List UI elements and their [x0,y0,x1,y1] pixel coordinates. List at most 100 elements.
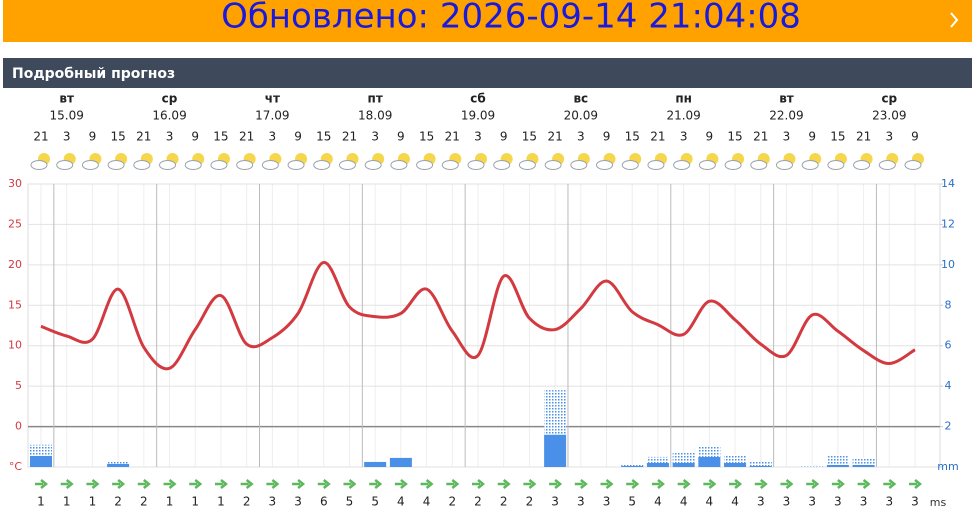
weather-cloud [570,160,588,170]
section-title: Подробный прогноз [12,66,175,82]
weather-cloud [133,160,151,170]
wind-speed: 3 [269,495,277,509]
wind-arrow [780,479,794,489]
day-date: 18.09 [358,109,392,123]
wind-speed: 3 [603,495,611,509]
wind-arrow [497,479,511,489]
wind-arrow [831,479,845,489]
weather-cloud [416,160,434,170]
wind-speed: 5 [628,495,636,509]
precip-bar [826,464,849,467]
precip-possible-bar [646,456,669,463]
section-header [3,58,972,88]
day-weekday: вт [59,92,74,106]
wind-speed: 4 [423,495,431,509]
wind-arrow [189,479,203,489]
wind-speed: 1 [217,495,225,509]
wind-arrow [420,479,434,489]
weather-cloud [56,160,74,170]
hour-label: 15 [213,130,228,144]
precip-bar [698,456,721,467]
temperature-line [40,260,916,371]
wind-arrow [600,479,614,489]
wind-arrow [35,479,49,489]
banner-chevron[interactable] [950,12,959,28]
weather-cloud [338,160,356,170]
day-weekday: ср [162,92,178,106]
day-date: 22.09 [769,109,803,123]
weather-cloud [441,160,459,170]
hour-label: 3 [371,130,379,144]
hour-label: 15 [316,130,331,144]
hour-label: 21 [650,130,665,144]
wind-arrow [523,479,537,489]
y2-tick-label: 10 [941,258,955,271]
wind-arrow [214,479,228,489]
y-tick-label: 10 [8,339,22,352]
precip-bar [30,455,52,467]
weather-cloud [544,160,562,170]
wind-speed: 2 [500,495,508,509]
wind-speed: 2 [243,495,251,509]
y-tick-label: °C [9,460,23,473]
hour-label: 9 [500,130,508,144]
weather-cloud [107,160,125,170]
precip-bar [672,462,695,467]
weather-cloud [467,160,485,170]
hour-label: 15 [110,130,125,144]
wind-arrow [266,479,280,489]
wind-arrow [86,479,100,489]
wind-speed: 4 [397,495,405,509]
day-weekday: пт [368,92,383,106]
precip-possible-bar [621,464,644,466]
y-tick-label: 0 [15,420,22,433]
wind-speed: 1 [37,495,45,509]
hour-label: 3 [166,130,174,144]
wind-arrow [626,479,640,489]
wind-arrow [651,479,665,489]
hour-label: 15 [830,130,845,144]
hour-label: 21 [342,130,357,144]
wind-arrow [909,479,923,489]
weather-cloud [493,160,511,170]
wind-arrow [317,479,331,489]
wind-speed: 1 [166,495,174,509]
wind-arrow [394,479,408,489]
wind-speed: 3 [860,495,868,509]
y2-tick-label: 6 [945,339,952,352]
hour-label: 9 [191,130,199,144]
wind-speed: 3 [911,495,919,509]
wind-speed: 4 [680,495,688,509]
day-weekday: чт [265,92,280,106]
precip-possible-bar [544,390,567,435]
wind-arrow [806,479,820,489]
wind-speed: 1 [191,495,199,509]
y-tick-label: 15 [8,298,22,311]
weather-cloud [287,160,305,170]
wind-speed: 2 [140,495,148,509]
precip-possible-bar [107,461,130,464]
y-tick-label: 30 [8,177,22,190]
wind-speed: 3 [577,495,585,509]
wind-arrow [472,479,486,489]
precip-bar [389,457,412,467]
y-tick-label: 20 [8,258,22,271]
wind-speed: 3 [885,495,893,509]
hour-label: 3 [474,130,482,144]
banner-text: Обновлено: 2026-09-14 21:04:08 [221,0,801,37]
y2-tick-label: 4 [945,379,952,392]
wind-arrow [137,479,151,489]
day-date: 17.09 [255,109,289,123]
weather-cloud [159,160,177,170]
wind-speed: 3 [808,495,816,509]
weather-cloud [647,160,665,170]
precip-bar [646,462,669,467]
weather-cloud [827,160,845,170]
weather-cloud [81,160,99,170]
precip-bar [724,462,747,467]
wind-speed: 4 [731,495,739,509]
weather-cloud [184,160,202,170]
precip-bar [852,464,875,467]
hour-label: 3 [783,130,791,144]
wind-arrow [703,479,717,489]
